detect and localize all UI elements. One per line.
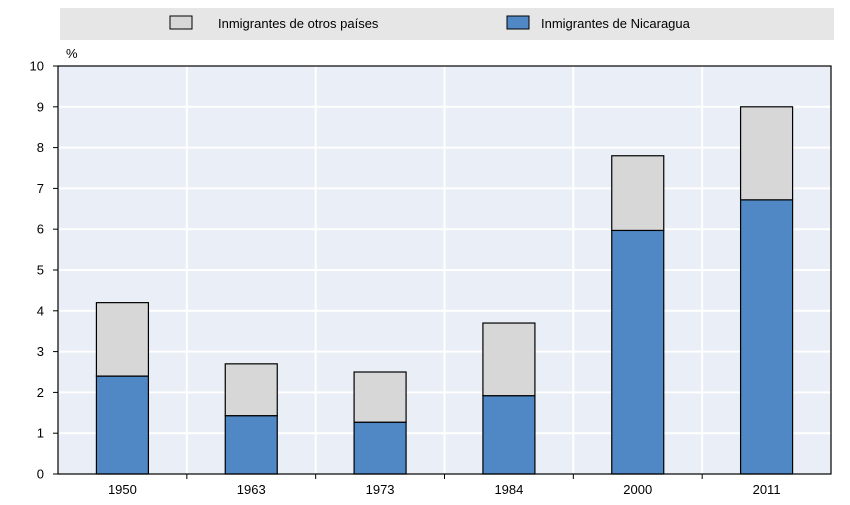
legend-swatch-otros [169,15,193,30]
y-tick-label: 9 [37,99,44,114]
bar-otros-paises [611,155,665,232]
bar-otros-paises [353,371,407,423]
bars [95,106,794,475]
x-tick-label: 1963 [237,482,266,497]
y-tick-label: 3 [37,344,44,359]
bar-nicaragua [95,375,150,475]
legend: Inmigrantes de otros países Inmigrantes … [169,15,691,31]
legend-swatch-nicaragua [506,15,530,30]
y-tick-label: 1 [37,426,44,441]
y-tick-label: 7 [37,181,44,196]
x-axis: 1950 1963 1973 1984 2000 2011 [108,474,781,497]
x-tick-label: 2011 [753,482,781,497]
x-tick-label: 1984 [494,482,523,497]
y-tick-label: 0 [37,467,44,482]
y-tick-label: 6 [37,222,44,237]
bar-nicaragua [611,229,665,475]
y-tick-label: 5 [37,263,44,278]
bar-otros-paises [482,322,536,397]
bar-nicaragua [482,395,536,475]
y-tick-label: 4 [37,303,44,318]
y-axis: 0 1 2 3 4 5 6 7 8 9 10 [30,59,58,482]
y-unit-label: % [66,46,78,61]
bar-otros-paises [739,106,794,201]
y-tick-label: 2 [37,385,44,400]
y-tick-label: 8 [37,140,44,155]
legend-label-otros: Inmigrantes de otros países [218,16,379,31]
y-tick-label: 10 [30,59,44,74]
bar-otros-paises [224,363,278,417]
x-tick-label: 2000 [623,482,652,497]
bar-nicaragua [224,415,278,475]
x-tick-label: 1973 [366,482,395,497]
gridlines [58,66,831,474]
bar-nicaragua [739,199,794,475]
x-tick-label: 1950 [108,482,137,497]
legend-label-nicaragua: Inmigrantes de Nicaragua [541,16,691,31]
bar-nicaragua [353,421,407,475]
bar-otros-paises [95,302,150,377]
